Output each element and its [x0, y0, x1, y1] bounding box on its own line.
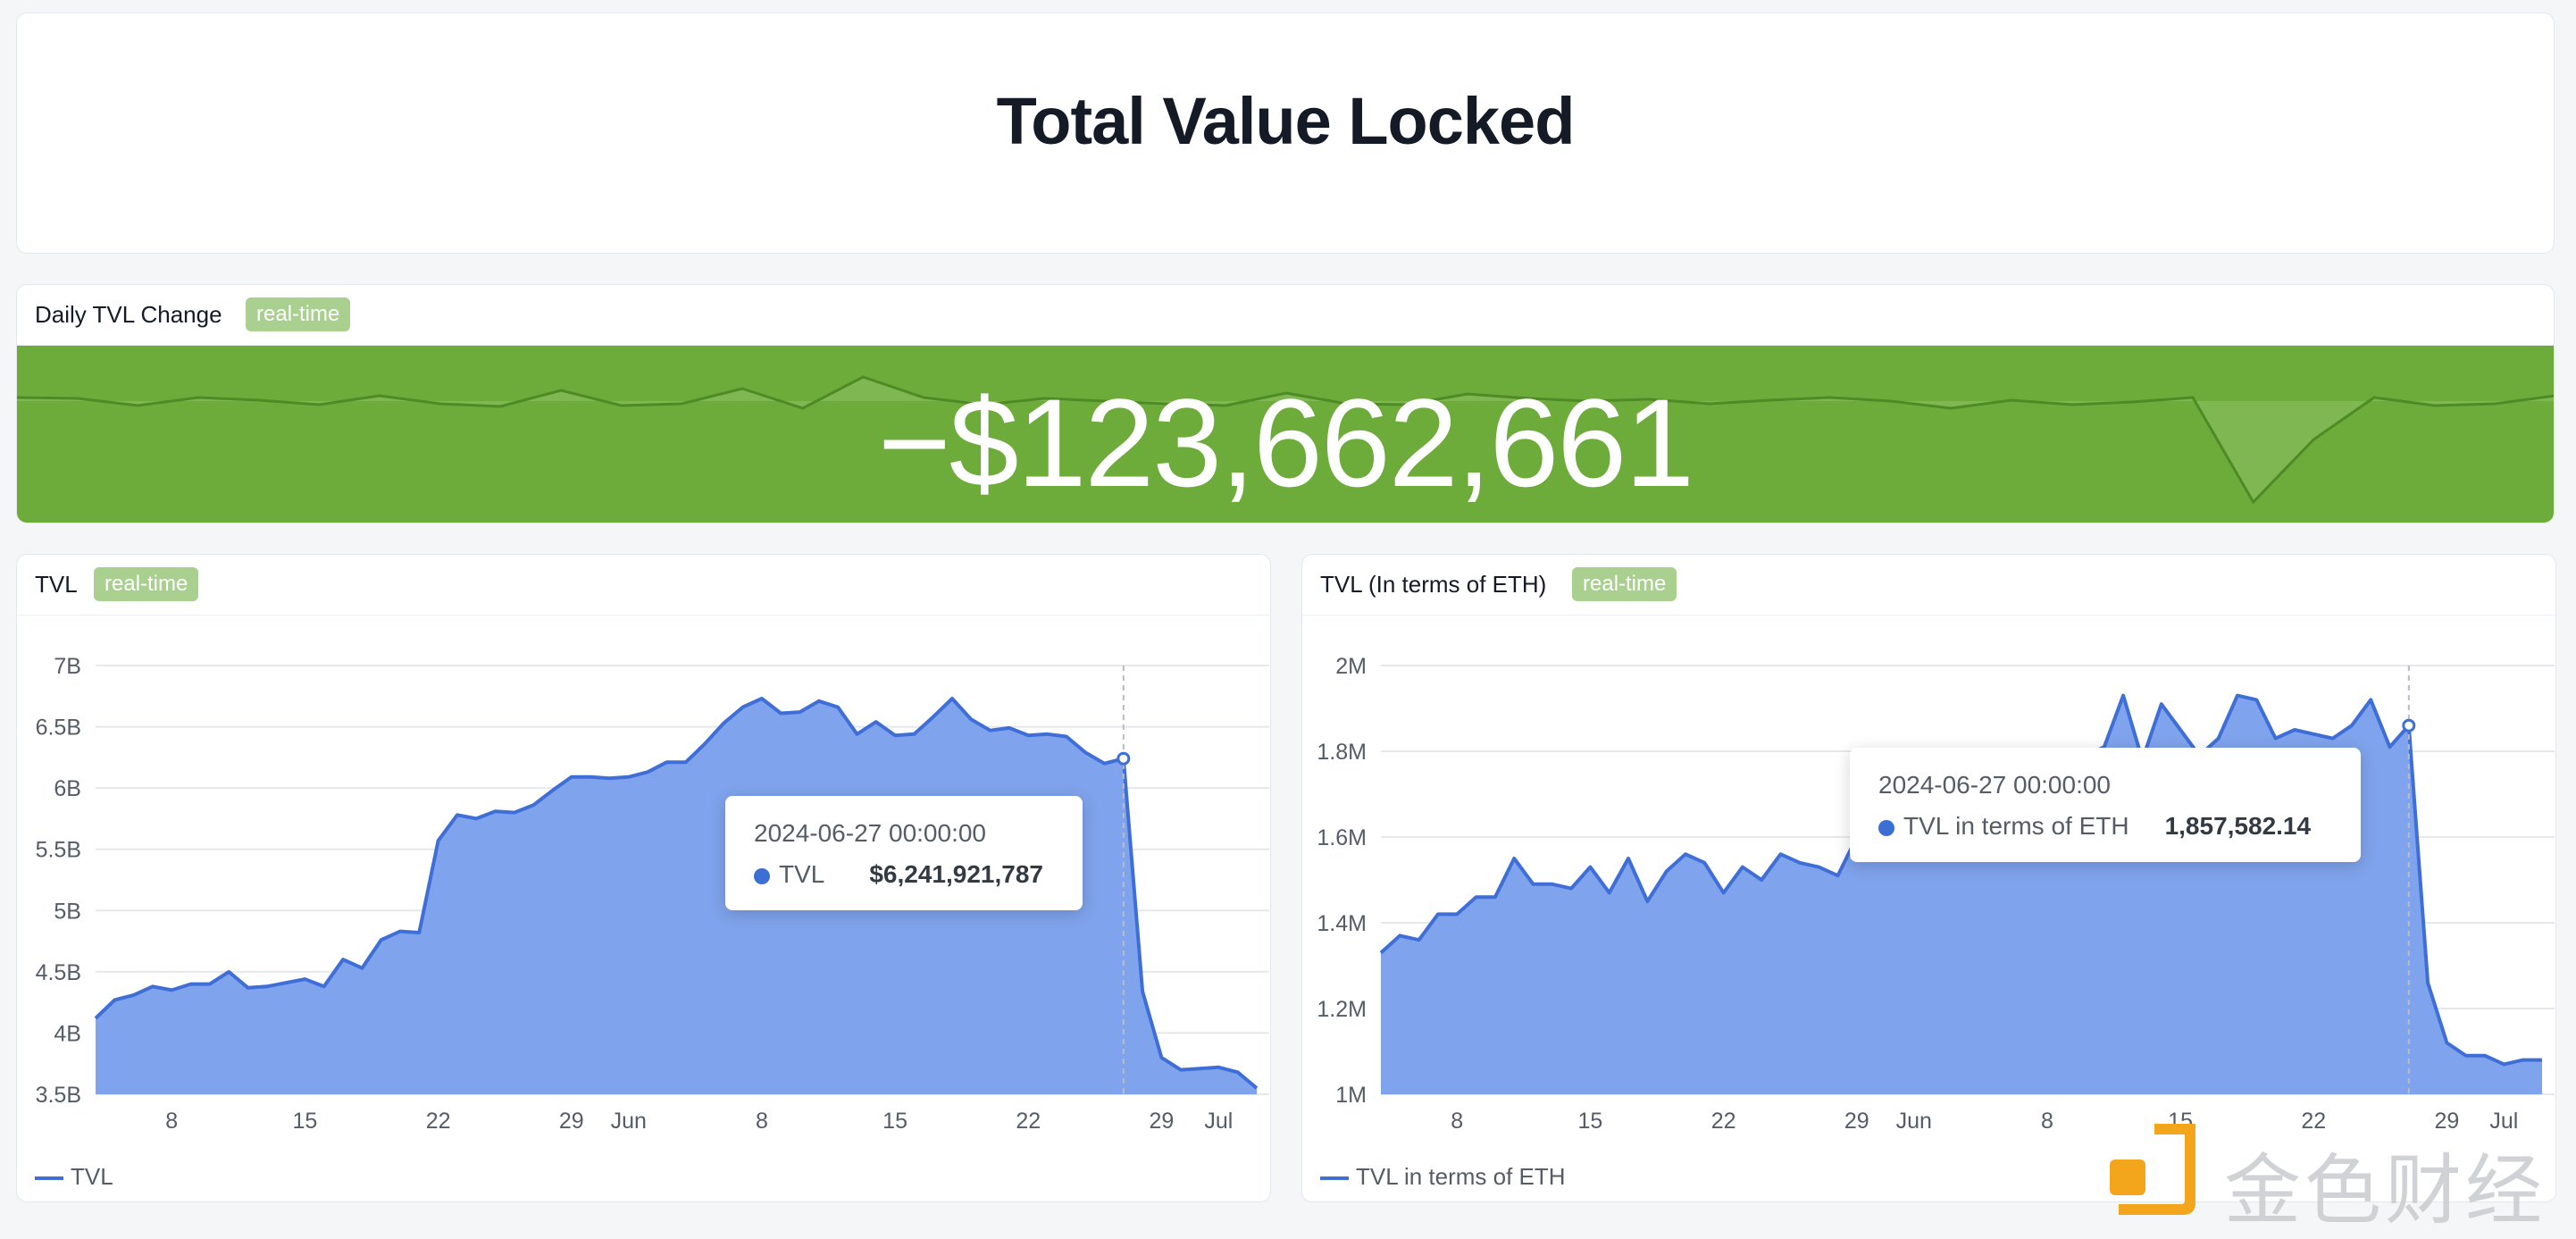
realtime-badge: real-time — [246, 297, 351, 331]
tooltip-row: TVL $6,241,921,787 — [754, 860, 1054, 889]
realtime-badge: real-time — [1572, 567, 1677, 601]
tvl-chart-title: TVL — [35, 571, 78, 598]
daily-tvl-value: −$123,662,661 — [877, 373, 1694, 513]
y-tick-label: 6.5B — [36, 716, 81, 741]
tvl-tooltip: 2024-06-27 00:00:00 TVL $6,241,921,787 — [725, 796, 1083, 910]
watermark-text: 金色财经 — [2224, 1146, 2546, 1235]
tooltip-row: TVL in terms of ETH 1,857,582.14 — [1878, 812, 2332, 841]
x-tick-label: 29 — [2435, 1109, 2460, 1134]
legend-label: TVL in terms of ETH — [1356, 1163, 1566, 1190]
series-dot-icon — [754, 867, 770, 884]
tvl-chart[interactable]: 3.5B 4B 4.5B 5B 5.5B 6B 6.5B 7B 8 15 22 29 Jun 8 15 22 2… — [17, 615, 1271, 1151]
daily-tvl-title: Daily TVL Change — [35, 301, 222, 328]
x-tick-label: 8 — [165, 1109, 178, 1134]
daily-tvl-header: Daily TVL Change real-time — [17, 285, 2554, 346]
highlight-point — [2402, 718, 2416, 733]
eth-chart-header: TVL (In terms of ETH) real-time — [1302, 555, 2555, 615]
tooltip-series: TVL — [779, 860, 825, 888]
tooltip-date: 2024-06-27 00:00:00 — [1878, 771, 2111, 799]
x-tick-label: 8 — [1451, 1109, 1463, 1134]
x-tick-label: Jul — [1204, 1109, 1233, 1134]
y-tick-label: 1.8M — [1317, 740, 1367, 765]
y-tick-label: 1.6M — [1317, 825, 1367, 850]
tooltip-value: $6,241,921,787 — [869, 860, 1043, 888]
y-tick-label: 4B — [54, 1021, 81, 1046]
tvl-chart-header: TVL real-time — [17, 555, 1270, 615]
tooltip-series: TVL in terms of ETH — [1903, 812, 2129, 840]
x-tick-label: 15 — [882, 1109, 907, 1134]
y-tick-label: 2M — [1335, 654, 1367, 679]
daily-tvl-card: Daily TVL Change real-time −$123,662,661 — [16, 284, 2555, 523]
series-dot-icon — [1878, 819, 1894, 836]
y-tick-label: 1M — [1335, 1083, 1367, 1108]
series-area — [96, 699, 1257, 1094]
tvl-legend[interactable]: TVL — [35, 1163, 113, 1191]
eth-legend[interactable]: TVL in terms of ETH — [1320, 1163, 1566, 1191]
tvl-chart-card: TVL real-time 3.5B 4B 4.5B 5B 5.5B 6B 6.5B 7B 8 1… — [16, 554, 1271, 1202]
daily-tvl-band: −$123,662,661 — [17, 346, 2554, 523]
x-tick-label: 22 — [426, 1109, 451, 1134]
y-tick-label: 7B — [54, 654, 81, 679]
legend-label: TVL — [71, 1163, 113, 1190]
daily-sparkline — [17, 375, 2554, 505]
y-tick-label: 5.5B — [36, 838, 81, 863]
y-tick-label: 5B — [54, 899, 81, 924]
x-tick-label: 8 — [2041, 1109, 2053, 1134]
eth-tooltip: 2024-06-27 00:00:00 TVL in terms of ETH 1… — [1850, 748, 2361, 862]
highlight-point — [1117, 751, 1131, 766]
x-tick-label: Jun — [611, 1109, 647, 1134]
y-tick-label: 4.5B — [36, 960, 81, 985]
title-card: Total Value Locked — [16, 13, 2555, 254]
x-tick-label: 15 — [1578, 1109, 1603, 1134]
series-line — [94, 697, 1259, 1090]
realtime-badge: real-time — [94, 567, 199, 601]
sparkline-line — [17, 375, 2554, 505]
x-tick-label: Jun — [1896, 1109, 1932, 1134]
x-tick-label: 29 — [1150, 1109, 1175, 1134]
x-tick-label: 22 — [1711, 1109, 1736, 1134]
x-tick-label: 22 — [1016, 1109, 1041, 1134]
x-tick-label: 15 — [293, 1109, 318, 1134]
x-tick-label: 29 — [1844, 1109, 1869, 1134]
y-tick-label: 6B — [54, 776, 81, 801]
eth-chart-title: TVL (In terms of ETH) — [1320, 571, 1547, 598]
x-tick-label: 29 — [559, 1109, 584, 1134]
legend-line-icon — [1320, 1176, 1349, 1181]
y-tick-label: 1.2M — [1317, 997, 1367, 1022]
jinse-logo-icon — [2110, 1124, 2195, 1215]
x-tick-label: 8 — [756, 1109, 768, 1134]
x-tick-label: Jul — [2489, 1109, 2518, 1134]
eth-chart-card: TVL (In terms of ETH) real-time 1M 1.2M 1.… — [1301, 554, 2556, 1202]
y-tick-label: 3.5B — [36, 1083, 81, 1108]
legend-line-icon — [35, 1176, 63, 1181]
watermark: 金色财经 — [2108, 1120, 2563, 1235]
tooltip-value: 1,857,582.14 — [2164, 812, 2312, 840]
y-tick-label: 1.4M — [1317, 911, 1367, 936]
page-title: Total Value Locked — [996, 84, 1576, 158]
x-tick-label: 22 — [2301, 1109, 2326, 1134]
tooltip-date: 2024-06-27 00:00:00 — [754, 819, 986, 847]
